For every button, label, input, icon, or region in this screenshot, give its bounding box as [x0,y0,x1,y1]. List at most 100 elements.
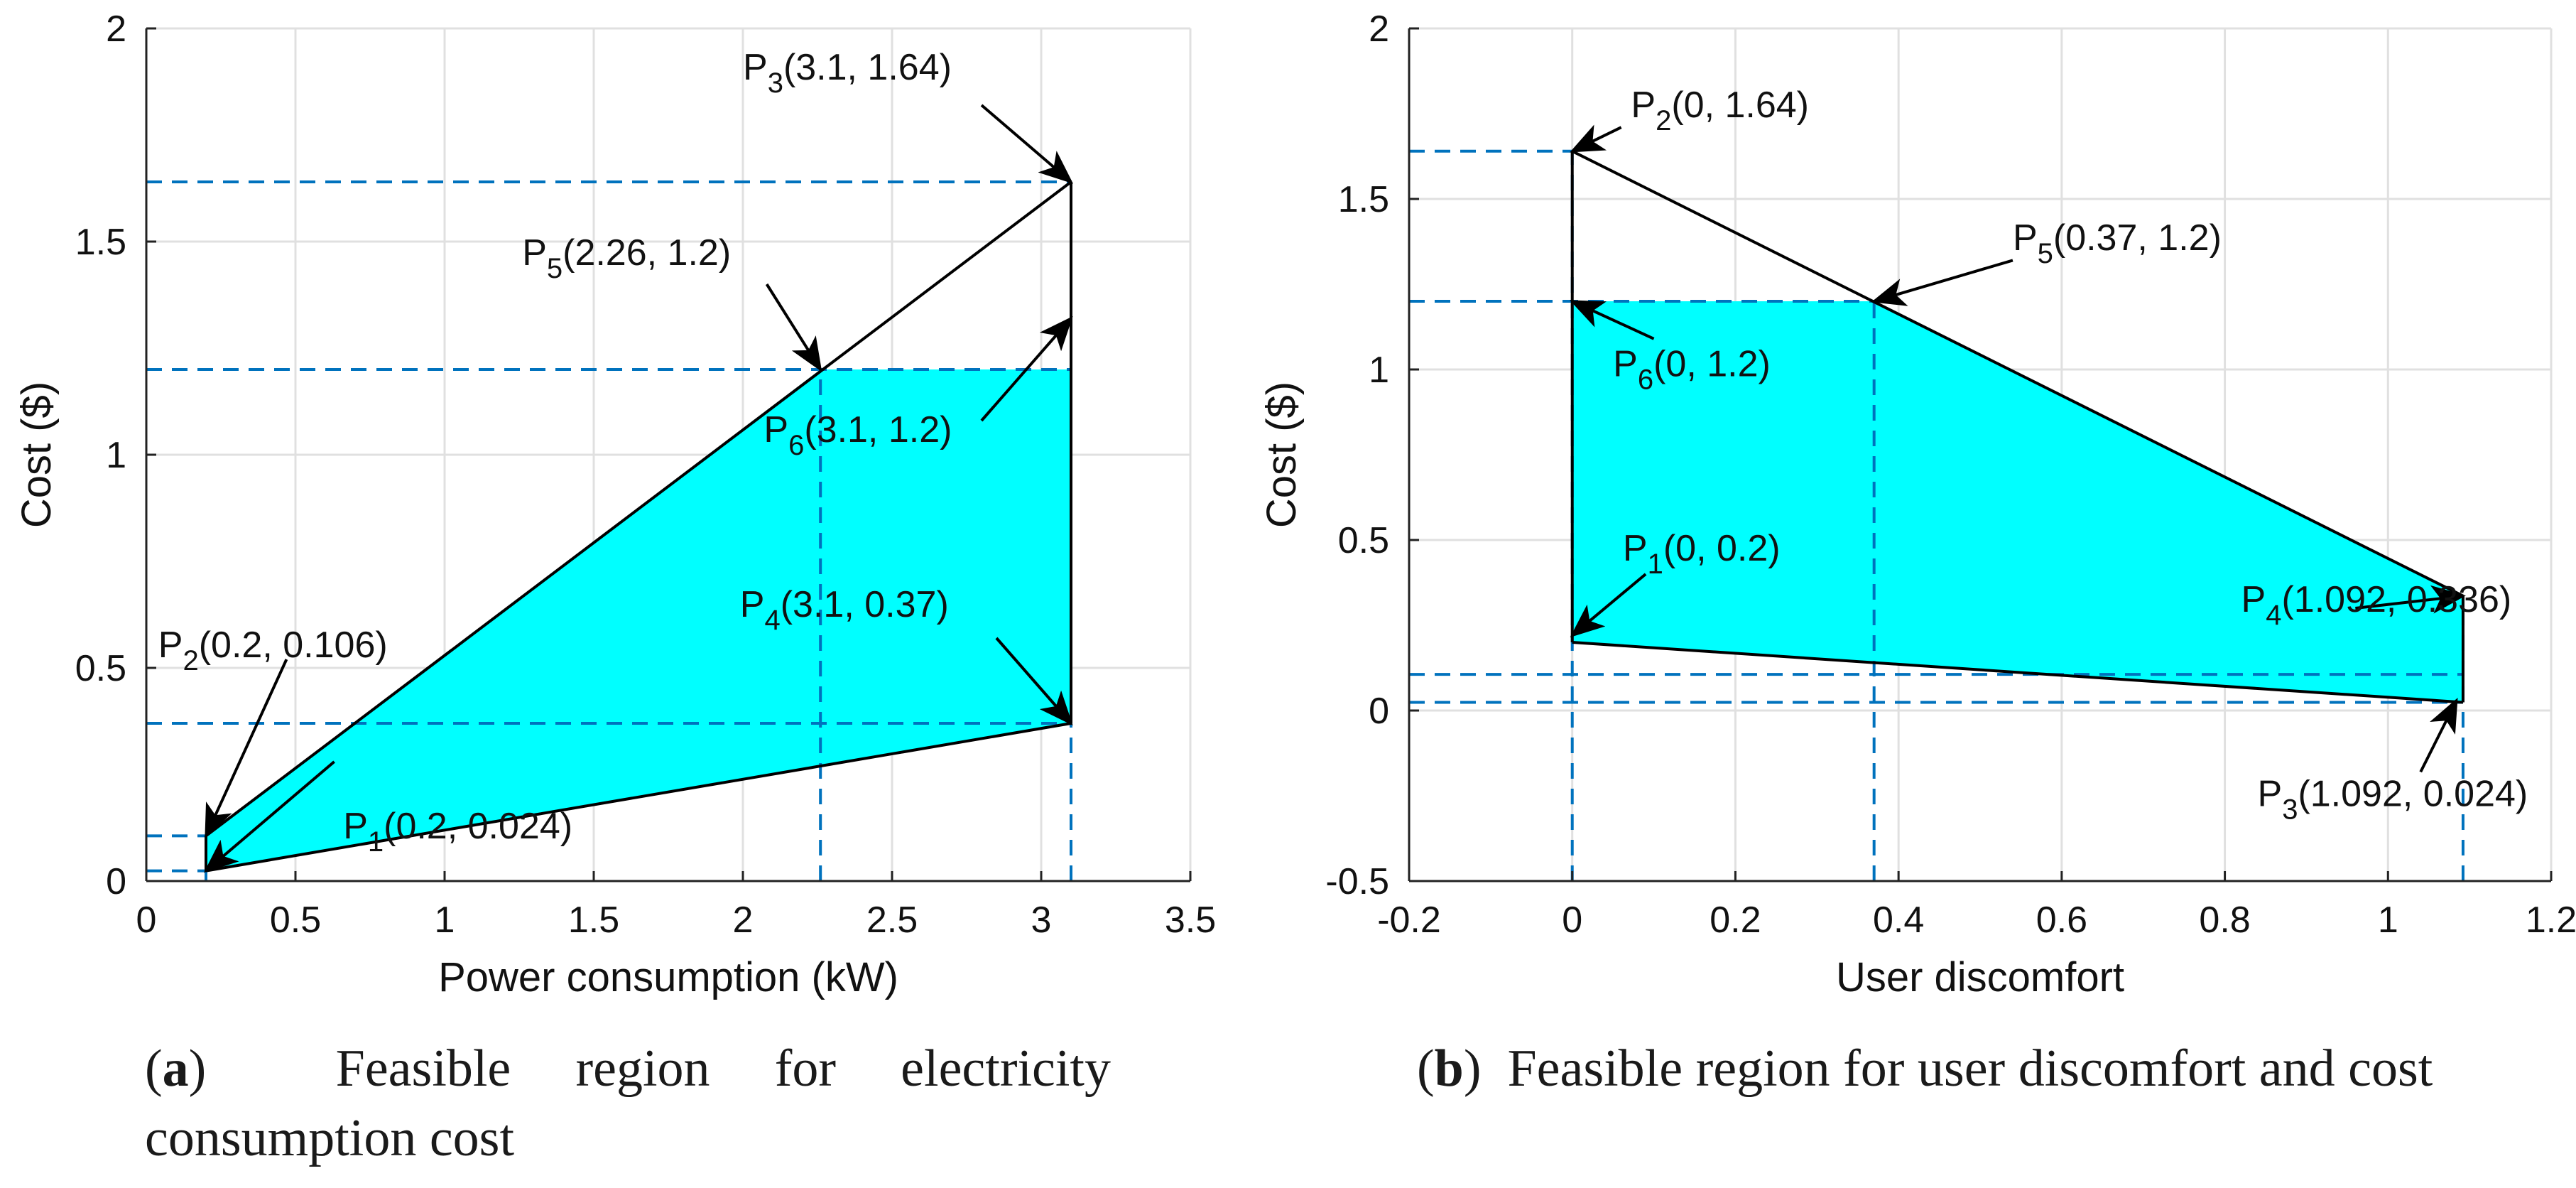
point-label-subscript: 3 [2282,794,2298,825]
point-label-subscript: 1 [368,826,384,858]
point-label-subscript: 4 [764,605,780,636]
y-axis-label: Cost ($) [13,382,60,528]
x-tick-label: 1 [2378,900,2398,941]
caption-a-label: a [162,1040,189,1098]
point-label-coords: (3.1, 1.2) [804,409,952,450]
caption-b: (b) Feasible region for user discomfort … [1417,1040,2433,1098]
point-label-subscript: 5 [2038,238,2053,269]
x-tick-label: 2 [733,900,754,941]
y-tick-label: 0 [1369,691,1389,732]
point-label-subscript: 3 [768,68,783,99]
point-label-p1: P1(0, 0.2) [1623,528,1781,580]
point-label-p: P [2258,773,2283,814]
point-label-p3: P3(3.1, 1.64) [743,47,952,99]
x-tick-label: 0.6 [2036,900,2087,941]
point-label-coords: (1.092, 0.024) [2298,773,2528,814]
feasible-region [206,369,1071,871]
y-tick-label: -0.5 [1325,861,1389,902]
point-label-coords: (3.1, 0.37) [781,584,949,625]
point-label-subscript: 2 [1656,105,1671,136]
point-label-p5: P5(2.26, 1.2) [522,232,731,284]
y-tick-label: 1 [1369,350,1389,391]
feasible-region [1572,301,2463,703]
point-label-subscript: 6 [1638,364,1653,396]
y-tick-label: 1.5 [75,222,126,263]
y-tick-label: 0.5 [1338,520,1389,561]
point-label-coords: (2.26, 1.2) [563,232,731,274]
x-tick-label: 0.2 [1710,900,1761,941]
y-tick-label: 0.5 [75,648,126,689]
x-tick-label: 0.8 [2199,900,2250,941]
boundary-line [1572,641,2464,704]
caption-b-text: Feasible region for user discomfort and … [1507,1040,2433,1098]
point-label-p: P [2241,579,2266,620]
point-label-subscript: 4 [2266,600,2281,631]
boundary-line [205,722,1072,873]
x-tick-label: 0 [1562,900,1582,941]
annotation-arrow-p3 [2419,698,2458,773]
point-label-p: P [343,806,368,847]
x-tick-label: 2.5 [866,900,918,941]
y-tick-label: 1 [106,435,126,476]
x-tick-label: 1.5 [568,900,619,941]
x-tick-label: 3 [1031,900,1052,941]
annotation-arrow-p4 [995,637,1073,726]
point-label-coords: (0.37, 1.2) [2053,217,2222,259]
x-tick-label: -0.2 [1377,900,1441,941]
annotation-arrow-p5 [1871,259,2013,306]
point-label-p: P [743,47,768,88]
point-label-subscript: 6 [788,430,804,461]
y-tick-label: 1.5 [1338,179,1389,220]
point-label-p: P [2013,217,2038,259]
annotation-arrow-p2 [1570,124,1622,153]
caption-a-text: Feasible region for electricity consumpt… [145,1040,1111,1167]
x-tick-label: 0 [136,900,157,941]
annotation-arrow-p4 [2355,585,2466,614]
point-label-subscript: 1 [1648,549,1663,580]
boundary-line [205,180,1072,837]
x-axis-label: User discomfort [1836,954,2124,1000]
annotation-arrow-p3 [980,104,1074,184]
boundary-line [1571,150,2464,598]
point-label-coords: (0.2, 0.106) [199,625,388,666]
point-label-p6: P6(3.1, 1.2) [763,409,952,461]
point-label-coords: (0, 0.2) [1663,528,1781,569]
point-label-coords: (0, 1.2) [1653,344,1771,385]
point-label-p: P [1613,344,1638,385]
point-label-p4: P4(1.092, 0.336) [2241,579,2512,631]
y-axis-label: Cost ($) [1259,382,1305,528]
point-label-p5: P5(0.37, 1.2) [2013,217,2222,269]
annotation-arrow-p6 [980,315,1073,422]
point-label-coords: (3.1, 1.64) [783,47,952,88]
annotation-arrow-p1 [203,760,335,873]
x-tick-label: 1.2 [2526,900,2576,941]
annotation-arrow-p6 [1570,300,1655,340]
point-label-p6: P6(0, 1.2) [1613,344,1771,396]
point-label-p: P [740,584,765,625]
annotation-arrow-p5 [765,283,822,372]
annotation-arrow-p1 [1570,573,1647,637]
point-label-p4: P4(3.1, 0.37) [740,584,949,636]
point-label-coords: (0, 1.64) [1671,85,1809,126]
chart-b: -0.2 0 0.2 0.4 0.6 0.8 1 1.2 -0.5 0 0.5 1 1.5 2 User d… [1259,9,2576,1000]
caption-a: (a) Feasible region for electricity cons… [145,1040,1111,1167]
x-tick-label: 0.4 [1873,900,1924,941]
point-label-p1: P1(0.2, 0.024) [343,806,572,858]
x-tick-label: 3.5 [1165,900,1216,941]
point-label-p2: P2(0.2, 0.106) [158,625,388,676]
point-label-coords: (1.092, 0.336) [2281,579,2511,620]
point-label-p: P [522,232,547,274]
x-axis-label: Power consumption (kW) [438,954,898,1000]
chart-a: 0 0.5 1 1.5 2 2.5 3 3.5 0 0.5 1 1.5 2 Power consumpti… [13,9,1216,1000]
point-label-p2: P2(0, 1.64) [1631,85,1809,136]
y-tick-label: 2 [106,9,126,50]
x-tick-label: 0.5 [270,900,321,941]
point-label-subscript: 2 [183,645,198,676]
point-label-coords: (0.2, 0.024) [384,806,572,847]
point-label-p: P [158,625,183,666]
point-label-p: P [1631,85,1656,126]
annotation-arrow-p2 [205,659,288,839]
point-label-p3: P3(1.092, 0.024) [2258,773,2528,825]
